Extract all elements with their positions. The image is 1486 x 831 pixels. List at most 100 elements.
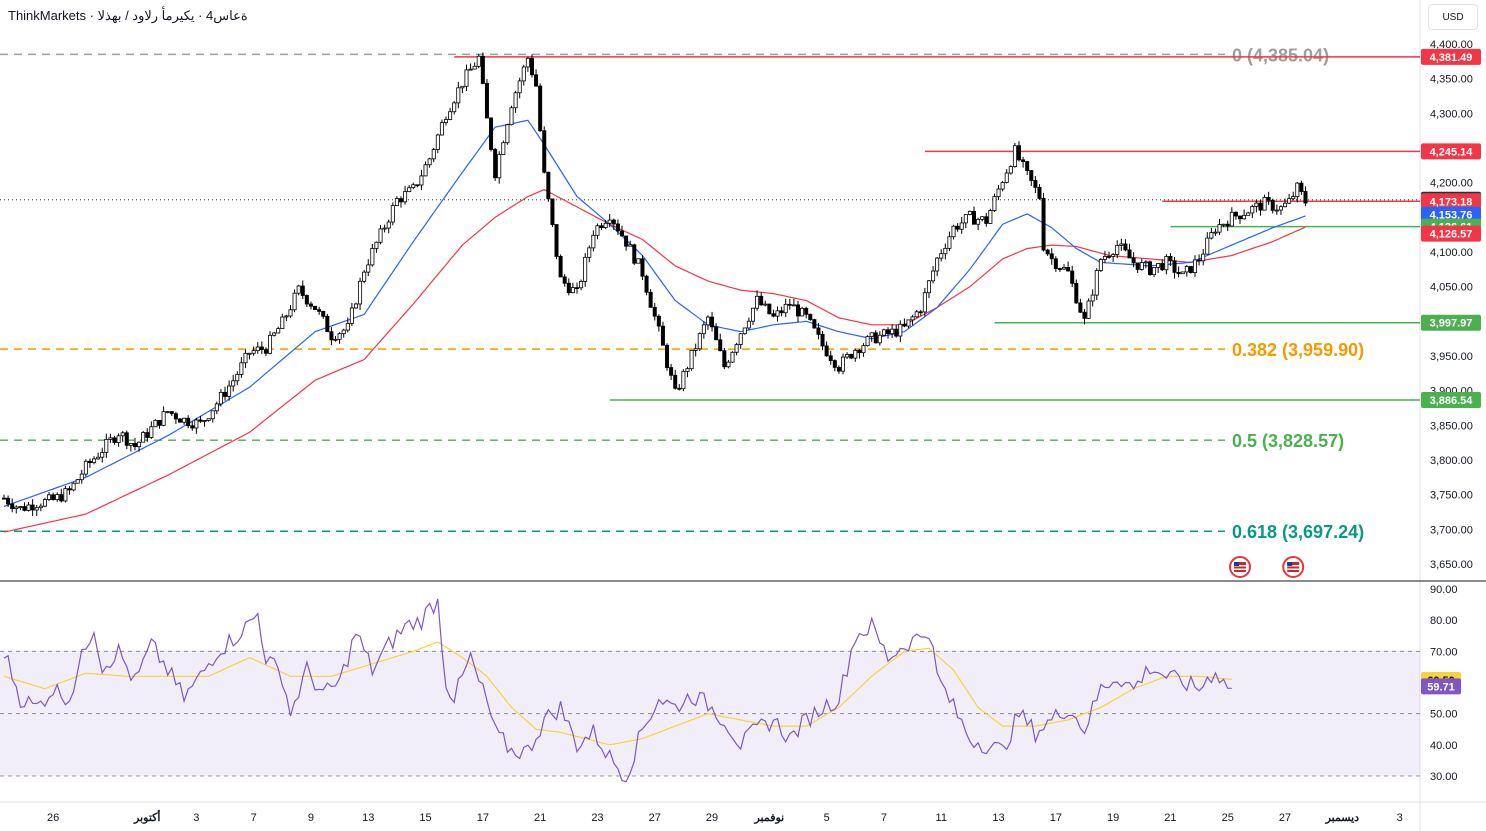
- candle[interactable]: [894, 324, 899, 338]
- candle[interactable]: [358, 277, 363, 310]
- candle[interactable]: [1021, 156, 1026, 168]
- candle[interactable]: [943, 243, 948, 260]
- candle[interactable]: [304, 294, 309, 308]
- candle[interactable]: [300, 280, 305, 300]
- candle[interactable]: [771, 309, 776, 318]
- candle[interactable]: [472, 62, 477, 70]
- candle[interactable]: [1221, 223, 1226, 228]
- price-tag[interactable]: 3,997.97: [1421, 314, 1481, 331]
- candle[interactable]: [394, 196, 399, 207]
- candle[interactable]: [247, 352, 252, 360]
- candle[interactable]: [918, 309, 923, 316]
- candle[interactable]: [26, 501, 31, 512]
- candle[interactable]: [108, 433, 113, 443]
- candle[interactable]: [157, 419, 162, 429]
- candle[interactable]: [1086, 298, 1091, 319]
- candle[interactable]: [791, 298, 796, 307]
- candle[interactable]: [59, 488, 64, 503]
- candle[interactable]: [898, 320, 903, 343]
- candle[interactable]: [632, 243, 637, 266]
- candle[interactable]: [321, 310, 326, 319]
- candle[interactable]: [284, 314, 289, 322]
- candle[interactable]: [1049, 248, 1054, 265]
- candle[interactable]: [660, 321, 665, 346]
- candle[interactable]: [419, 169, 424, 191]
- candle[interactable]: [730, 351, 735, 364]
- candle[interactable]: [1094, 268, 1099, 301]
- candle[interactable]: [132, 437, 137, 451]
- candle[interactable]: [1025, 160, 1030, 175]
- candle[interactable]: [697, 332, 702, 351]
- candle[interactable]: [489, 117, 494, 152]
- candle[interactable]: [935, 256, 940, 277]
- candle[interactable]: [296, 284, 301, 296]
- candle[interactable]: [55, 492, 60, 502]
- candle[interactable]: [873, 330, 878, 344]
- candle[interactable]: [738, 333, 743, 349]
- candle[interactable]: [845, 352, 850, 359]
- candle[interactable]: [1164, 254, 1169, 275]
- candles-group[interactable]: [2, 52, 1308, 517]
- candle[interactable]: [210, 410, 215, 423]
- candle[interactable]: [1213, 228, 1218, 236]
- candle[interactable]: [1070, 265, 1075, 288]
- candle[interactable]: [624, 235, 629, 251]
- candle[interactable]: [1017, 141, 1022, 162]
- candle[interactable]: [1102, 250, 1107, 264]
- candle[interactable]: [910, 314, 915, 326]
- candle[interactable]: [411, 182, 416, 190]
- candle[interactable]: [1250, 204, 1255, 218]
- candle[interactable]: [1004, 169, 1009, 184]
- candle[interactable]: [922, 287, 927, 317]
- candle[interactable]: [853, 348, 858, 362]
- candle[interactable]: [1303, 186, 1308, 207]
- candle[interactable]: [1045, 248, 1050, 256]
- candle[interactable]: [509, 105, 514, 126]
- candle[interactable]: [268, 331, 273, 355]
- candle[interactable]: [104, 433, 109, 458]
- candle[interactable]: [841, 353, 846, 375]
- candle[interactable]: [1008, 165, 1013, 175]
- candle[interactable]: [38, 503, 43, 512]
- candle[interactable]: [615, 219, 620, 235]
- candle[interactable]: [587, 245, 592, 263]
- rsi-value-tag[interactable]: 59.71: [1421, 678, 1461, 695]
- candle[interactable]: [1180, 271, 1185, 275]
- candle[interactable]: [1090, 289, 1095, 307]
- candle[interactable]: [1225, 220, 1230, 232]
- candle[interactable]: [902, 318, 907, 328]
- candle[interactable]: [795, 300, 800, 323]
- candle[interactable]: [1156, 263, 1161, 274]
- candle[interactable]: [1152, 267, 1157, 277]
- candle[interactable]: [243, 349, 248, 368]
- candle[interactable]: [1131, 252, 1136, 268]
- price-tag[interactable]: 4,173.18: [1421, 193, 1481, 210]
- candle[interactable]: [685, 366, 690, 378]
- candle[interactable]: [746, 317, 751, 331]
- candle[interactable]: [755, 290, 760, 311]
- candle[interactable]: [677, 384, 682, 391]
- candle[interactable]: [67, 486, 72, 495]
- candle[interactable]: [812, 318, 817, 329]
- candle[interactable]: [566, 278, 571, 296]
- candle[interactable]: [452, 100, 457, 115]
- candle[interactable]: [1041, 192, 1046, 252]
- candle[interactable]: [51, 492, 56, 501]
- us-flag-icon[interactable]: [1282, 556, 1305, 578]
- candle[interactable]: [1217, 218, 1222, 236]
- candle[interactable]: [1123, 239, 1128, 252]
- candle[interactable]: [701, 321, 706, 339]
- candle[interactable]: [591, 230, 596, 252]
- candle[interactable]: [374, 241, 379, 253]
- candle[interactable]: [1062, 264, 1067, 271]
- candle[interactable]: [22, 502, 27, 512]
- candle[interactable]: [1057, 267, 1062, 272]
- candle[interactable]: [693, 343, 698, 357]
- candle[interactable]: [595, 223, 600, 240]
- candle[interactable]: [63, 485, 68, 503]
- candle[interactable]: [722, 347, 727, 370]
- candle[interactable]: [194, 417, 199, 434]
- candle[interactable]: [529, 54, 534, 78]
- candle[interactable]: [877, 331, 882, 346]
